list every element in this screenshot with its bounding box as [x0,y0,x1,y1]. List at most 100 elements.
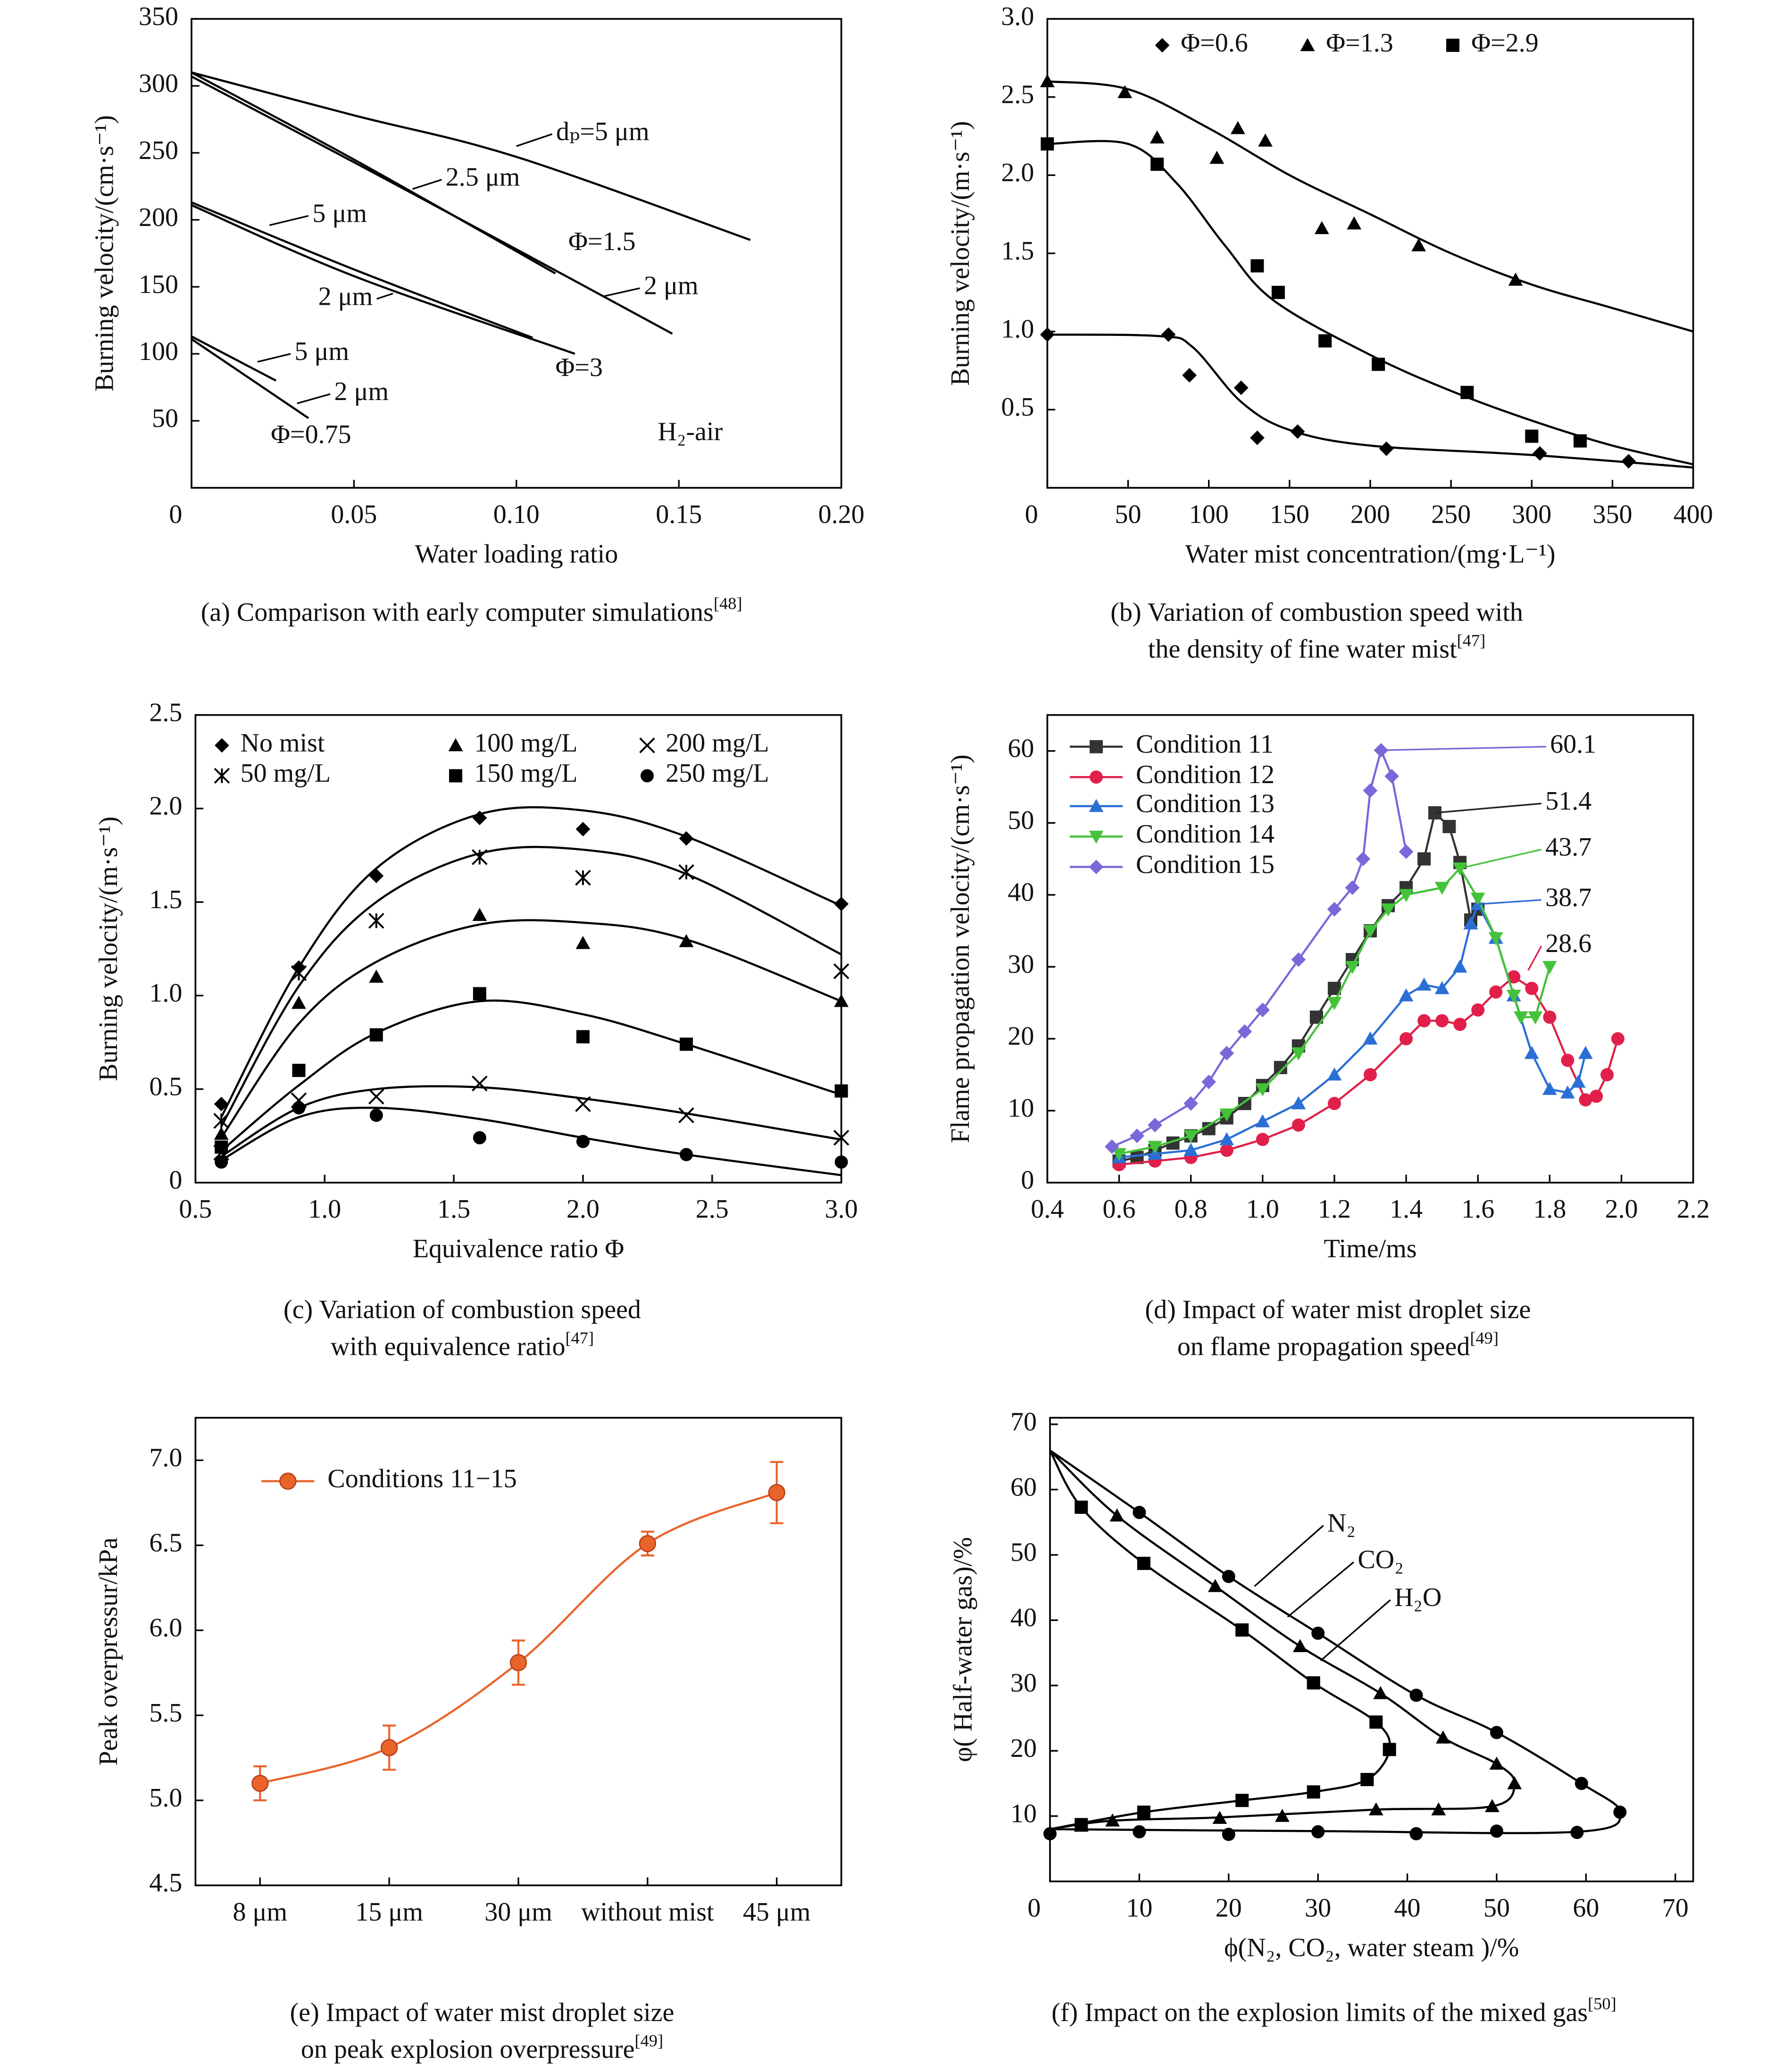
x-tick-label: 350 [1592,500,1632,529]
x-tick-label: 1.2 [1318,1195,1351,1224]
marker [768,1484,785,1501]
caption-text: on peak explosion overpressure [301,2035,635,2064]
x-axis-title: ϕ(N₂, CO₂, water steam )/% [1224,1933,1519,1962]
marker [292,995,306,1009]
x-axis-title: Time/ms [1324,1234,1416,1263]
marker [1314,221,1329,234]
x-tick-label: 30 [1305,1893,1331,1922]
annotation: Φ=0.75 [271,420,351,449]
series-line [220,919,842,1138]
chart: 10 20 30 40 50 60 70 0 10 20 30 40 50 60 70 ϕ(N₂, CO₂, … [949,1407,1694,2027]
y-tick-label: 50 [1008,806,1034,835]
x-tick-label: 0.05 [331,500,377,529]
marker [1183,1130,1199,1144]
leader-line [1254,1525,1324,1587]
marker [1452,862,1467,876]
annotation: H₂O [1394,1583,1441,1612]
y-tick-label: 1.5 [1001,236,1034,266]
series-line [191,201,533,339]
marker [1364,1068,1377,1082]
y-tick-label: 350 [139,2,178,31]
marker [1452,959,1467,973]
x-tick-label: 1.5 [437,1195,470,1224]
y-tick-label: 4.5 [149,1868,182,1897]
marker [1327,1097,1341,1111]
leader-line [1434,802,1541,814]
series-line [220,806,842,1118]
leader-line [1459,849,1542,869]
marker [679,934,694,947]
x-tick-label: 1.8 [1533,1195,1566,1224]
marker [1542,961,1557,974]
y-tick-label: 100 [139,337,178,366]
marker [1416,978,1432,991]
x-tick-label: 0.20 [818,500,865,529]
marker [1434,981,1450,994]
series-line [191,335,277,382]
marker [1043,1827,1057,1840]
marker [1345,961,1360,974]
x-tick-label: 0 [169,500,182,529]
legend-label: 150 mg/L [474,759,577,788]
caption-ref: [47] [1457,631,1486,650]
y-tick-label: 1.0 [149,978,182,1008]
annotation: N₂ [1327,1508,1356,1537]
marker [1318,334,1332,348]
marker [1090,740,1103,753]
caption: (a) Comparison with early computer simul… [201,594,742,627]
marker [1379,441,1394,456]
marker [1490,1824,1503,1838]
y-tick-label: 2.0 [1001,158,1034,187]
caption-text: (f) Impact on the explosion limits of th… [1051,1998,1588,2027]
x-tick-label: 0 [1027,1893,1041,1922]
leader-line [1320,1599,1391,1662]
marker [1571,1074,1586,1088]
x-tick-label: 8 μm [233,1897,288,1927]
marker [1363,925,1378,938]
y-axis-title: φ( Half-water gas)/% [949,1537,978,1762]
marker [292,1063,306,1077]
caption: with equivalence ratio[47] [331,1328,594,1361]
marker [1219,1108,1234,1122]
marker [641,769,654,783]
x-tick-label: 30 μm [484,1897,552,1927]
marker [369,969,384,983]
caption-text: (e) Impact of water mist droplet size [290,1998,675,2027]
x-tick-label: 250 [1431,500,1471,529]
marker [1117,85,1133,99]
annotation: 51.4 [1545,786,1591,816]
y-tick-label: 5.5 [149,1698,182,1728]
y-tick-label: 50 [1010,1538,1037,1567]
x-tick-label: 400 [1674,500,1713,529]
leader-line [376,292,393,300]
marker [1507,970,1521,984]
x-tick-label: without mist [581,1897,714,1927]
marker [214,768,230,784]
marker [1528,1011,1543,1025]
x-tick-label: 1.4 [1390,1195,1423,1224]
series-line [191,75,673,335]
y-tick-label: 20 [1008,1022,1034,1051]
marker [1600,1068,1614,1082]
marker [1256,1133,1269,1146]
marker [1040,74,1055,87]
marker [1381,903,1396,917]
legend-label: 250 mg/L [666,759,769,788]
marker [1543,1011,1557,1024]
series-line [220,1085,842,1158]
marker [380,1739,398,1756]
caption-text: with equivalence ratio [331,1332,566,1361]
marker [1347,216,1362,230]
marker [1356,852,1371,866]
series-line [220,846,842,1127]
chart: 4.5 5.0 5.5 6.0 6.5 7.0 8 μm 15 μm 30 μm without … [94,1417,842,2064]
marker [1434,882,1450,895]
annotation: 38.7 [1545,883,1591,912]
annotation: Φ=1.5 [568,227,636,256]
legend-label: Φ=0.6 [1181,28,1248,58]
legend-label: Condition 14 [1136,819,1275,849]
y-tick-label: 150 [139,270,178,299]
annotation: 60.1 [1550,730,1596,759]
annotation: 5 μm [294,337,349,366]
marker [1150,158,1164,171]
